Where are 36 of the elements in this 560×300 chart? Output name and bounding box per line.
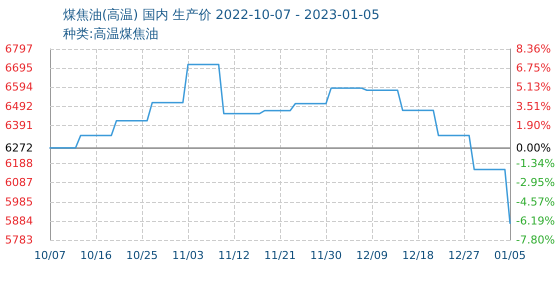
- x-tick-label: 10/07: [34, 249, 66, 262]
- y-tick-label: 6594: [5, 80, 33, 94]
- y2-tick-label: 3.51%: [516, 100, 551, 113]
- y2-tick-label: 0.00%: [516, 141, 551, 154]
- y2-tick-label: 8.36%: [516, 42, 551, 56]
- y-tick-label: 6695: [5, 62, 33, 75]
- y2-tick-label: 5.13%: [516, 80, 551, 94]
- x-tick-label: 10/25: [126, 249, 158, 262]
- x-tick-label: 11/30: [310, 249, 342, 262]
- y-tick-label: 6087: [5, 176, 33, 190]
- chart-title: 煤焦油(高温) 国内 生产价 2022-10-07 - 2023-01-05: [63, 7, 380, 23]
- y2-tick-label: 1.90%: [516, 118, 551, 132]
- y2-tick-label: -7.80%: [516, 234, 555, 246]
- x-tick-label: 11/12: [218, 249, 250, 262]
- y-tick-label: 6188: [5, 157, 33, 170]
- x-tick-label: 12/18: [402, 249, 434, 262]
- y-tick-label: 5985: [5, 195, 33, 208]
- y-tick-label: 5884: [5, 214, 33, 228]
- y-tick-label: 6797: [5, 42, 33, 56]
- y2-tick-label: -2.95%: [516, 176, 555, 190]
- x-tick-label: 01/05: [494, 249, 526, 262]
- y2-tick-label: 6.75%: [516, 62, 551, 75]
- y-tick-label: 6492: [5, 100, 33, 113]
- x-tick-label: 11/03: [172, 249, 204, 262]
- y-tick-label: 6391: [5, 118, 33, 132]
- y2-tick-label: -6.19%: [516, 214, 555, 228]
- x-tick-label: 12/09: [356, 249, 388, 262]
- line-series: [49, 64, 511, 224]
- y2-tick-label: -4.57%: [516, 195, 555, 208]
- y-tick-label: 6272: [5, 141, 33, 154]
- y-tick-label: 5783: [5, 234, 33, 246]
- x-tick-label: 10/16: [80, 249, 112, 262]
- chart-subtitle: 种类:高温煤焦油: [63, 26, 158, 42]
- x-tick-label: 11/21: [264, 249, 296, 262]
- x-tick-label: 12/27: [448, 249, 480, 262]
- y2-tick-label: -1.34%: [516, 157, 555, 170]
